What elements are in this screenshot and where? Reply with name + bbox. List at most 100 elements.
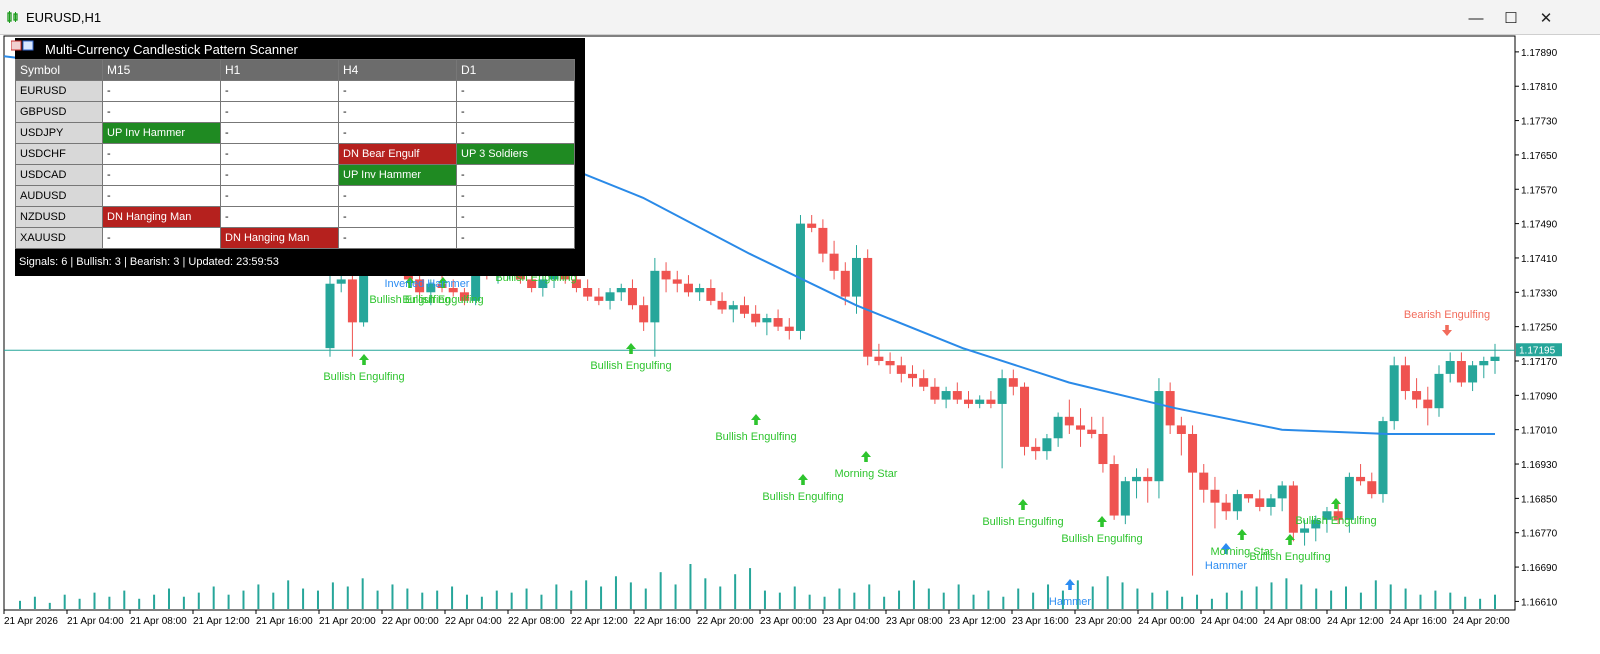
time-tick-label: 23 Apr 12:00 (949, 616, 1006, 627)
minimize-button[interactable]: — (1462, 6, 1490, 30)
scanner-signal-cell: - (338, 227, 457, 249)
scanner-signal-cell: - (220, 164, 339, 186)
pattern-marker-label: Bullish Engulfing (323, 371, 404, 383)
price-tick-label: 1.17810 (1521, 82, 1558, 93)
candle-body (829, 253, 839, 271)
candle-body (986, 399, 996, 404)
pattern-marker-label: Bullish Engulfing (982, 516, 1063, 528)
close-icon: ✕ (1539, 10, 1553, 27)
pattern-arrow-up-icon (751, 414, 761, 425)
candle-body (1412, 391, 1422, 400)
candle-body (919, 378, 929, 387)
scanner-table: Symbol M15 H1 H4 D1 EURUSD - - - - GBPUSD - - - - USDJP… (15, 59, 575, 249)
candle-body (627, 288, 637, 306)
maximize-button[interactable]: ☐ (1497, 6, 1525, 30)
scanner-signal-cell: - (338, 80, 457, 102)
candle-body (997, 378, 1007, 404)
candle-body (908, 373, 917, 379)
candle-body (941, 391, 951, 400)
candle-body (739, 305, 749, 314)
price-chart-area[interactable]: 1.17890 1.17810 1.17730 1.17650 1.17570 1.174… (0, 35, 1600, 649)
candle-body (359, 249, 369, 323)
pattern-arrow-up-icon (1097, 516, 1107, 527)
pattern-scanner-panel: Multi-Currency Candlestick Pattern Scann… (11, 38, 585, 276)
scanner-panel-icon (11, 40, 34, 51)
candle-body (1266, 498, 1276, 507)
price-tick-label: 1.16690 (1521, 563, 1558, 574)
candle-body (426, 283, 436, 293)
scanner-header-cell: H4 (338, 59, 457, 81)
price-tick-label: 1.17890 (1521, 48, 1558, 59)
candle-body (874, 356, 884, 361)
pattern-marker-label: Bullish Engulfing (715, 431, 796, 443)
scanner-header-row: Symbol M15 H1 H4 D1 (15, 59, 575, 81)
candle-body (1255, 498, 1265, 507)
candle-body (448, 288, 458, 293)
scanner-signal-cell: - (456, 164, 575, 186)
scanner-symbol-cell: EURUSD (15, 80, 103, 102)
time-tick-label: 24 Apr 12:00 (1327, 616, 1384, 627)
time-tick-label: 22 Apr 20:00 (697, 616, 754, 627)
close-button[interactable]: ✕ (1532, 6, 1560, 30)
scanner-signal-cell: - (220, 143, 339, 165)
price-tick-label: 1.16930 (1521, 460, 1558, 471)
price-tick-label: 1.17730 (1521, 117, 1558, 128)
scanner-signal-cell: - (220, 122, 339, 144)
price-tick-label: 1.16610 (1521, 597, 1558, 608)
candle-body (538, 279, 548, 289)
candle-body (616, 288, 626, 293)
price-tick-label: 1.17490 (1521, 220, 1558, 231)
scanner-symbol-cell: USDJPY (15, 122, 103, 144)
candle-body (560, 275, 570, 280)
scanner-signal-cell: - (220, 80, 339, 102)
scanner-header-cell: H1 (220, 59, 339, 81)
candle-body (571, 279, 581, 289)
current-price-tag (1516, 343, 1562, 357)
scanner-header-cell: Symbol (15, 59, 103, 81)
candle-body (1042, 438, 1052, 452)
pattern-marker-label: Bullish Engulfing (762, 491, 843, 503)
candle-body (695, 288, 705, 293)
candlestick-chart[interactable]: 1.17890 1.17810 1.17730 1.17650 1.17570 1.174… (0, 35, 1600, 649)
candle-body (1311, 519, 1321, 529)
pattern-marker-label: Bullish Engulfing (402, 294, 483, 306)
candle-body (1076, 425, 1086, 430)
candle-body (1479, 360, 1489, 366)
candle-body (1120, 481, 1130, 516)
candle-body (1064, 416, 1074, 426)
price-tick-label: 1.16850 (1521, 494, 1558, 505)
scanner-row: USDCHF - - DN Bear Engulf UP 3 Soldiers (15, 143, 575, 165)
time-tick-label: 24 Apr 00:00 (1138, 616, 1195, 627)
window-title: EURUSD,H1 (26, 10, 102, 25)
candle-body (347, 279, 357, 323)
time-tick-label: 23 Apr 04:00 (823, 616, 880, 627)
candle-body (1400, 365, 1410, 392)
scanner-signal-cell: - (220, 185, 339, 207)
scanner-row: XAUUSD - DN Hanging Man - - (15, 227, 575, 249)
candle-body (650, 270, 660, 323)
candle-body (1176, 425, 1186, 434)
pattern-marker-label: Inverted Hammer (385, 278, 470, 290)
pattern-marker-label: Bullish Engulfing (1249, 551, 1330, 563)
pattern-arrow-up-icon (861, 451, 871, 462)
candle-body (1244, 494, 1254, 499)
time-tick-label: 21 Apr 16:00 (256, 616, 313, 627)
candle-body (605, 292, 615, 301)
pattern-arrow-up-icon (626, 343, 636, 354)
time-tick-label: 23 Apr 16:00 (1012, 616, 1069, 627)
scanner-header-cell: M15 (102, 59, 221, 81)
scanner-row: USDCAD - - UP Inv Hammer - (15, 164, 575, 186)
scanner-signal-cell: DN Hanging Man (102, 206, 221, 228)
scanner-signal-cell: - (102, 164, 221, 186)
price-tick-label: 1.17250 (1521, 323, 1558, 334)
price-tick-label: 1.17650 (1521, 151, 1558, 162)
scanner-row: GBPUSD - - - - (15, 101, 575, 123)
pattern-marker-label: Morning Star (835, 468, 898, 480)
time-tick-label: 21 Apr 12:00 (193, 616, 250, 627)
candle-body (1344, 476, 1354, 520)
scanner-status: Signals: 6 | Bullish: 3 | Bearish: 3 | U… (19, 256, 279, 268)
scanner-signal-cell: - (456, 227, 575, 249)
time-tick-label: 24 Apr 08:00 (1264, 616, 1321, 627)
scanner-signal-cell: UP Inv Hammer (338, 164, 457, 186)
time-tick-label: 23 Apr 20:00 (1075, 616, 1132, 627)
